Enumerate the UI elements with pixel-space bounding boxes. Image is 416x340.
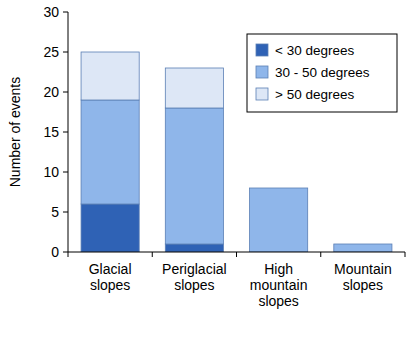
bar-segment — [165, 244, 223, 252]
bar-segment — [165, 108, 223, 244]
bar-segment — [165, 68, 223, 108]
y-tick-label: 25 — [43, 44, 59, 60]
bar-segment — [81, 204, 139, 252]
legend-swatch — [256, 44, 268, 56]
chart-container: 0 5 10 15 20 25 30 Glacialslopes Periglacialslop… — [0, 0, 416, 340]
y-tick — [63, 252, 68, 253]
chart: 0 5 10 15 20 25 30 Glacialslopes Periglacialslop… — [0, 0, 416, 340]
bar-segment — [250, 188, 308, 252]
legend-swatch — [256, 66, 268, 78]
x-tick — [68, 252, 69, 257]
y-tick — [63, 212, 68, 213]
bar-segment — [250, 188, 308, 189]
bar-segment — [81, 100, 139, 204]
x-tick — [405, 252, 406, 257]
bar-segment — [334, 244, 392, 245]
y-tick-label: 20 — [43, 84, 59, 100]
y-tick — [63, 92, 68, 93]
bar-segment — [81, 52, 139, 100]
y-tick-label: 15 — [43, 124, 59, 140]
x-tick-label: Glacialslopes — [89, 261, 132, 293]
y-tick-label: 5 — [51, 204, 59, 220]
x-tick — [152, 252, 153, 257]
legend: < 30 degrees 30 - 50 degrees > 50 degrees — [247, 34, 397, 112]
y-tick — [63, 132, 68, 133]
x-tick-label: Periglacialslopes — [162, 261, 227, 293]
x-tick — [236, 252, 237, 257]
legend-swatch — [256, 88, 268, 100]
legend-label: > 50 degrees — [275, 87, 354, 102]
y-tick-label: 0 — [51, 244, 59, 260]
y-axis-label: Number of events — [7, 77, 23, 188]
y-tick — [63, 52, 68, 53]
x-tick-label: Highmountainslopes — [250, 261, 308, 309]
legend-label: < 30 degrees — [275, 43, 354, 58]
x-tick — [320, 252, 321, 257]
y-tick-label: 30 — [43, 4, 59, 20]
x-tick-label: Mountainslopes — [334, 261, 392, 293]
y-tick — [63, 12, 68, 13]
y-tick-label: 10 — [43, 164, 59, 180]
legend-box — [247, 34, 397, 112]
bar-segment — [334, 244, 392, 252]
y-tick — [63, 172, 68, 173]
legend-label: 30 - 50 degrees — [275, 65, 370, 80]
